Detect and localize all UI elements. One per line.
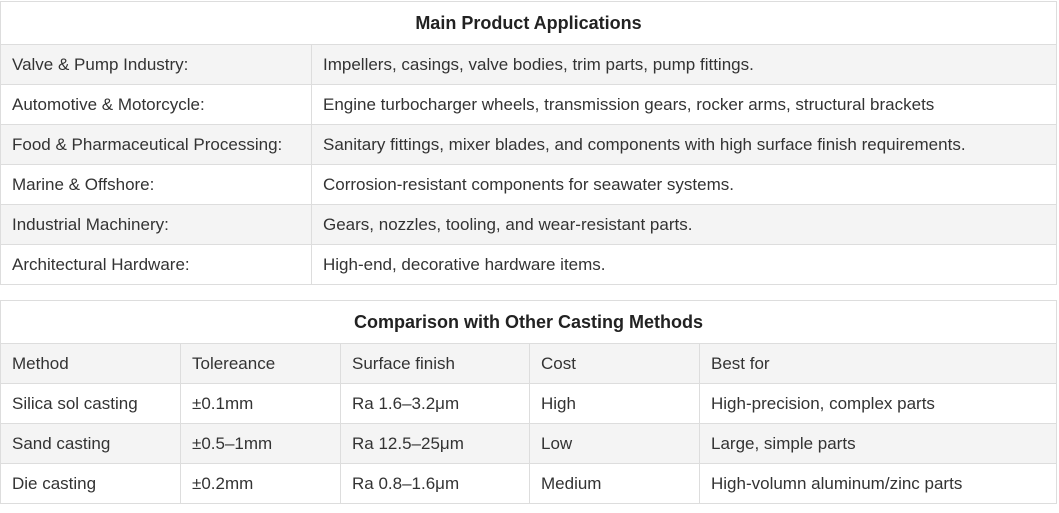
table-cell: Ra 1.6–3.2μm — [340, 383, 530, 424]
table-cell: High-precision, complex parts — [699, 383, 1057, 424]
table-cell: Die casting — [0, 463, 181, 504]
table-title: Main Product Applications — [0, 1, 1057, 45]
table-cell: Industrial Machinery: — [0, 204, 312, 245]
table-cell: Ra 0.8–1.6μm — [340, 463, 530, 504]
table-row: Sand casting ±0.5–1mm Ra 12.5–25μm Low Large… — [0, 423, 1057, 464]
table-cell: High-volumn aluminum/zinc parts — [699, 463, 1057, 504]
table-cell: Food & Pharmaceutical Processing: — [0, 124, 312, 165]
table-cell: Best for — [699, 343, 1057, 384]
table-cell: Silica sol casting — [0, 383, 181, 424]
table-cell: Architectural Hardware: — [0, 244, 312, 285]
table-cell: Sanitary fittings, mixer blades, and com… — [311, 124, 1057, 165]
table-cell: ±0.5–1mm — [180, 423, 341, 464]
table-row: Marine & Offshore: Corrosion-resistant co… — [0, 164, 1057, 205]
applications-table: Main Product Applications Valve & Pump I… — [0, 1, 1057, 285]
table-cell: Marine & Offshore: — [0, 164, 312, 205]
table-cell: Corrosion-resistant components for seawa… — [311, 164, 1057, 205]
table-cell: High — [529, 383, 700, 424]
table-cell: High-end, decorative hardware items. — [311, 244, 1057, 285]
table-cell: Surface finish — [340, 343, 530, 384]
table-cell: ±0.1mm — [180, 383, 341, 424]
table-row: Valve & Pump Industry: Impellers, casings… — [0, 44, 1057, 85]
table-cell: Low — [529, 423, 700, 464]
table-cell: Gears, nozzles, tooling, and wear-resist… — [311, 204, 1057, 245]
table-cell: ±0.2mm — [180, 463, 341, 504]
table-row: Method Tolereance Surface finish Cost Best f… — [0, 343, 1057, 384]
table-cell: Sand casting — [0, 423, 181, 464]
table-cell: Tolereance — [180, 343, 341, 384]
table-row: Die casting ±0.2mm Ra 0.8–1.6μm Medium High-… — [0, 463, 1057, 504]
table-cell: Engine turbocharger wheels, transmission… — [311, 84, 1057, 125]
table-row: Industrial Machinery: Gears, nozzles, too… — [0, 204, 1057, 245]
table-cell: Ra 12.5–25μm — [340, 423, 530, 464]
table-title: Comparison with Other Casting Methods — [0, 300, 1057, 344]
table-row: Silica sol casting ±0.1mm Ra 1.6–3.2μm High… — [0, 383, 1057, 424]
table-cell: Valve & Pump Industry: — [0, 44, 312, 85]
table-cell: Medium — [529, 463, 700, 504]
table-cell: Impellers, casings, valve bodies, trim p… — [311, 44, 1057, 85]
table-row: Automotive & Motorcycle: Engine turbochar… — [0, 84, 1057, 125]
table-row: Architectural Hardware: High-end, decorat… — [0, 244, 1057, 285]
comparison-table: Comparison with Other Casting Methods Me… — [0, 300, 1057, 504]
table-cell: Method — [0, 343, 181, 384]
table-cell: Cost — [529, 343, 700, 384]
table-cell: Large, simple parts — [699, 423, 1057, 464]
table-row: Food & Pharmaceutical Processing: Sanitar… — [0, 124, 1057, 165]
table-cell: Automotive & Motorcycle: — [0, 84, 312, 125]
